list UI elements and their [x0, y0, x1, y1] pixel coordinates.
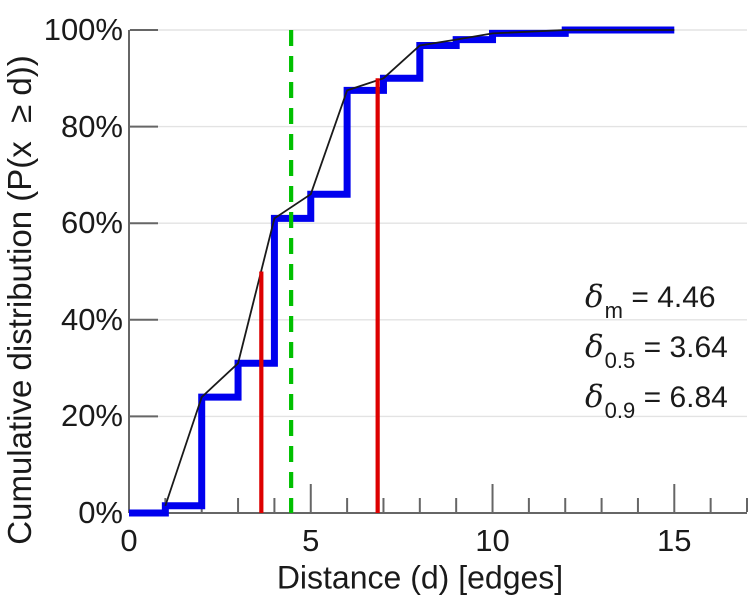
annotation-delta-05: δ0.5 = 3.64	[585, 322, 728, 373]
delta-05-subscript: 0.5	[604, 348, 636, 373]
x-tick-label: 0	[120, 523, 138, 558]
cdf-step-curve	[129, 26, 675, 517]
delta-symbol: δ	[585, 329, 604, 365]
delta-m-value: = 4.46	[623, 281, 716, 314]
delta-05-value: = 3.64	[635, 331, 728, 364]
y-tick-label: 0%	[78, 495, 123, 530]
annotation-delta-m: δm = 4.46	[585, 272, 728, 323]
y-tick-label: 40%	[60, 301, 123, 337]
interpolated-cdf-curve	[164, 29, 675, 507]
delta-09-subscript: 0.9	[604, 398, 636, 423]
stats-annotations: δm = 4.46 δ0.5 = 3.64 δ0.9 = 6.84	[585, 272, 728, 423]
delta-symbol: δ	[585, 379, 604, 415]
y-tick-label: 80%	[60, 108, 123, 144]
x-tick-label: 15	[657, 523, 692, 558]
y-tick-label: 100%	[43, 12, 123, 47]
annotation-delta-09: δ0.9 = 6.84	[585, 372, 728, 423]
x-tick-label: 5	[302, 523, 320, 558]
delta-09-value: = 6.84	[635, 381, 728, 414]
delta-symbol: δ	[585, 279, 604, 315]
y-axis-label: Cumulative distribution (P(x ≥ d))	[1, 55, 38, 545]
y-tick-label: 20%	[60, 398, 123, 434]
y-tick-label: 60%	[60, 205, 123, 241]
x-axis-label: Distance (d) [edges]	[276, 559, 564, 596]
x-tick-label: 10	[475, 523, 510, 558]
delta-m-subscript: m	[604, 298, 623, 323]
